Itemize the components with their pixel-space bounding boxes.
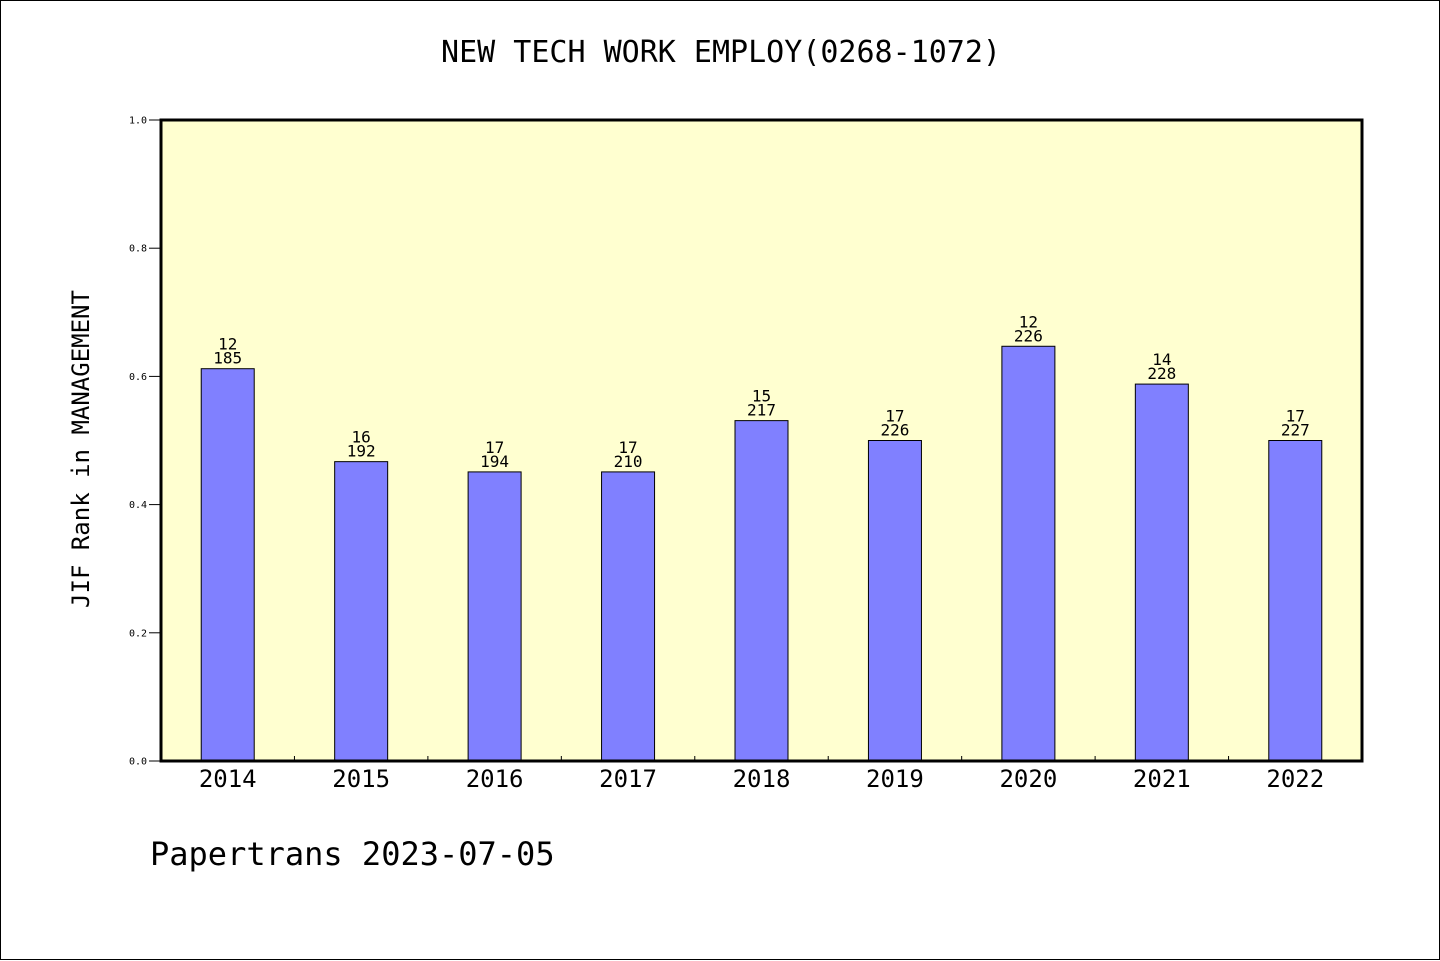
- bar-total-label: 226: [1014, 326, 1043, 345]
- bar-total-label: 210: [614, 452, 643, 471]
- bar-total-label: 226: [880, 421, 909, 440]
- chart-title: NEW TECH WORK EMPLOY(0268-1072): [441, 35, 1001, 70]
- bar-rank-label: 17: [618, 438, 637, 457]
- plot-border: [159, 118, 1364, 763]
- bar-rank-label: 14: [1152, 350, 1171, 369]
- bar-rank-label: 12: [1019, 312, 1038, 331]
- bar-2020: [1001, 345, 1056, 762]
- y-tick-label: 0.0: [129, 757, 147, 768]
- bar-2018: [734, 420, 789, 762]
- bar-rank-label: 17: [1286, 407, 1305, 426]
- y-tick-label: 0.4: [129, 500, 147, 511]
- x-tick-label: 2017: [599, 765, 657, 793]
- bar-2014: [200, 368, 255, 762]
- bar-2019: [867, 440, 922, 762]
- bar-total-label: 192: [347, 442, 376, 461]
- y-tick-label: 1.0: [129, 116, 147, 127]
- x-tick-label: 2015: [332, 765, 390, 793]
- bar-total-label: 227: [1281, 421, 1310, 440]
- bar-total-label: 185: [213, 349, 242, 368]
- bar-rank-label: 17: [485, 438, 504, 457]
- bar-2022: [1268, 440, 1323, 762]
- bar-rank-label: 16: [352, 428, 371, 447]
- bar-2016: [467, 471, 522, 762]
- y-tick-label: 0.6: [129, 372, 147, 383]
- x-tick-label: 2020: [999, 765, 1057, 793]
- x-tick-label: 2021: [1133, 765, 1191, 793]
- x-tick-label: 2019: [866, 765, 924, 793]
- footer-text: Papertrans 2023-07-05: [150, 835, 555, 873]
- bar-rank-label: 12: [218, 335, 237, 354]
- x-tick-label: 2018: [733, 765, 791, 793]
- bar-rank-label: 15: [752, 387, 771, 406]
- bar-total-label: 217: [747, 401, 776, 420]
- x-tick-label: 2022: [1266, 765, 1324, 793]
- bar-rank-label: 17: [885, 407, 904, 426]
- bar-total-label: 194: [480, 452, 509, 471]
- y-tick-label: 0.2: [129, 628, 147, 639]
- x-tick-label: 2016: [466, 765, 524, 793]
- x-tick-label: 2014: [199, 765, 257, 793]
- bar-2021: [1134, 383, 1189, 762]
- bar-2015: [334, 461, 389, 762]
- bar-total-label: 228: [1147, 364, 1176, 383]
- y-tick-label: 0.8: [129, 244, 147, 255]
- bar-2017: [601, 471, 656, 762]
